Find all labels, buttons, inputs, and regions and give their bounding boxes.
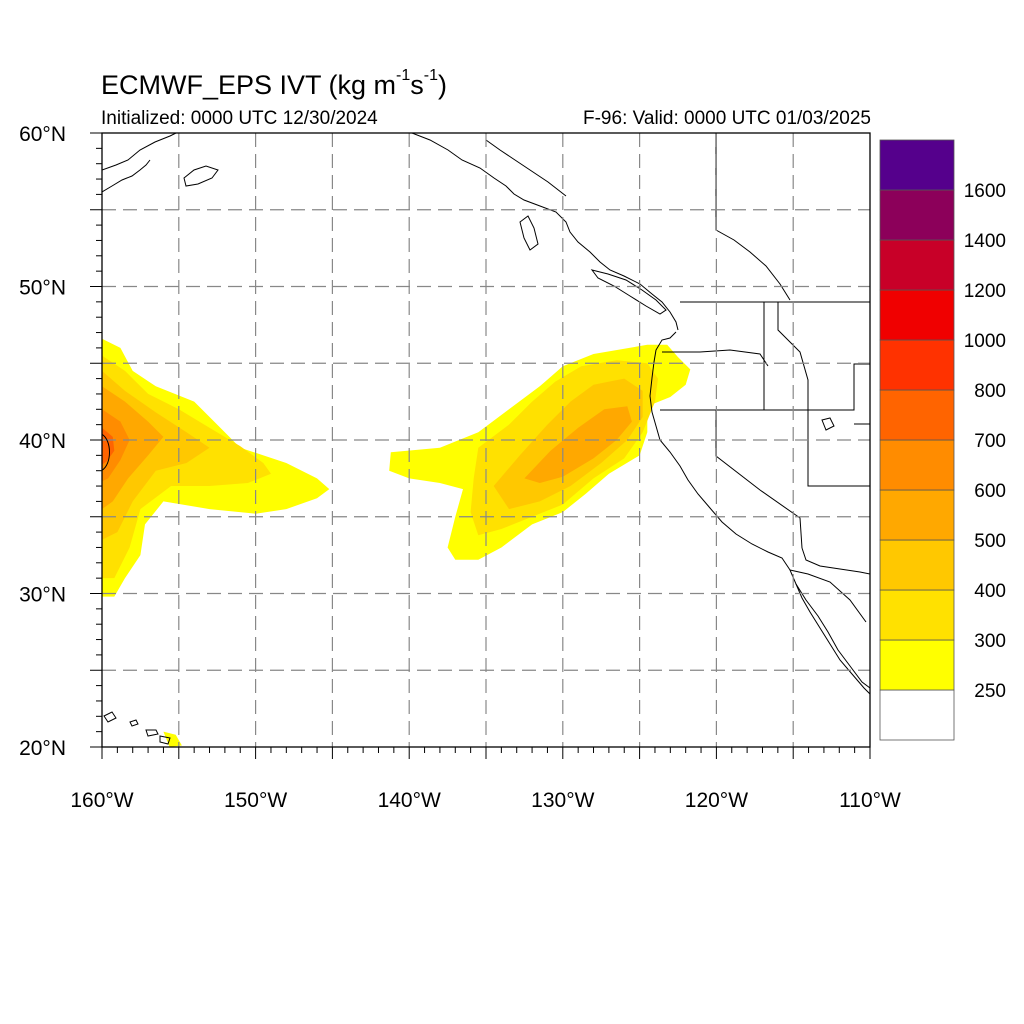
lon-tick-label: 120°W [685, 789, 748, 812]
kodiak-island [183, 165, 219, 187]
colorbar-segment [879, 589, 955, 641]
axis-labels: 160°W 150°W 140°W 130°W 120°W 110°W 60°N 50°N 40… [19, 123, 901, 812]
colorbar-segment [879, 389, 955, 441]
title-text-mid: s [410, 70, 424, 100]
lon-tick-label: 130°W [531, 789, 594, 812]
mexico-border [789, 569, 867, 623]
utah-idaho-border [808, 363, 870, 425]
colorbar-segment [879, 339, 955, 391]
colorbar-label: 400 [974, 581, 1006, 602]
colorbar-label: 1200 [964, 281, 1006, 302]
colorbar-segment [879, 489, 955, 541]
great-salt-lake [821, 417, 835, 431]
lat-lon-grid [102, 133, 870, 747]
initialized-time: Initialized: 0000 UTC 12/30/2024 [101, 108, 378, 129]
bc-coastline [411, 133, 679, 331]
colorbar-label: 600 [974, 481, 1006, 502]
lon-tick-label: 150°W [224, 789, 287, 812]
lat-tick-label: 60°N [19, 123, 66, 146]
colorbar-label: 250 [974, 681, 1006, 702]
baja-peninsula [795, 583, 870, 689]
lon-tick-label: 160°W [70, 789, 133, 812]
vancouver-island [590, 269, 667, 315]
title-text: ECMWF_EPS IVT (kg m [101, 70, 397, 100]
colorbar-label: 700 [974, 431, 1006, 452]
map-title: ECMWF_EPS IVT (kg m-1s-1) [101, 67, 448, 101]
lat-tick-label: 20°N [19, 737, 66, 760]
colorbar-segment [879, 689, 955, 741]
alaska-bc-border [485, 139, 567, 197]
colorbar-segment [879, 639, 955, 691]
colorbar-label: 300 [974, 631, 1006, 652]
colorbar-segment [879, 289, 955, 341]
colorbar-segment [879, 189, 955, 241]
colorbar-label: 1000 [964, 331, 1006, 352]
eastern-atmospheric-river-ivt-500 [524, 406, 632, 483]
alaska-coastline [102, 133, 177, 171]
idaho-border [763, 302, 809, 410]
colorbar-segment [879, 539, 955, 591]
valid-time: F-96: Valid: 0000 UTC 01/03/2025 [583, 108, 871, 129]
western-atmospheric-river-ivt-600 [102, 409, 130, 482]
title-text-end: ) [438, 70, 448, 100]
colorbar-segment [879, 439, 955, 491]
hawaii-small-feature-ivt-250 [163, 731, 182, 747]
colorbar-segment [879, 239, 955, 291]
alaska-coastline-2 [102, 159, 151, 193]
axis-ticks [90, 132, 871, 759]
max-ivt-contour [101, 433, 110, 471]
nevada-utah-border [807, 410, 870, 487]
colorbar: 250 300 400 500 600 700 800 1000 1200 1400 1600 [879, 139, 1006, 741]
hawaii-islands [103, 711, 171, 745]
haida-gwaii [519, 215, 539, 251]
coastlines-and-borders [102, 133, 870, 745]
title-superscript-1: -1 [396, 67, 411, 84]
arizona-border [801, 547, 870, 575]
western-atmospheric-river-ivt-500 [102, 386, 164, 510]
lat-tick-label: 30°N [19, 584, 66, 607]
colorbar-segment [879, 139, 955, 191]
colorbar-label: 800 [974, 381, 1006, 402]
colorbar-label: 1400 [964, 231, 1006, 252]
oregon-washington-border [662, 349, 769, 367]
ivt-shading [102, 338, 691, 747]
colorbar-label: 1600 [964, 181, 1006, 202]
title-superscript-2: -1 [423, 67, 439, 84]
lon-tick-label: 110°W [839, 789, 901, 812]
lon-tick-label: 140°W [378, 789, 441, 812]
alberta-border [715, 133, 791, 301]
colorbar-label: 500 [974, 531, 1006, 552]
lat-tick-label: 50°N [19, 277, 66, 300]
lat-tick-label: 40°N [19, 430, 66, 453]
